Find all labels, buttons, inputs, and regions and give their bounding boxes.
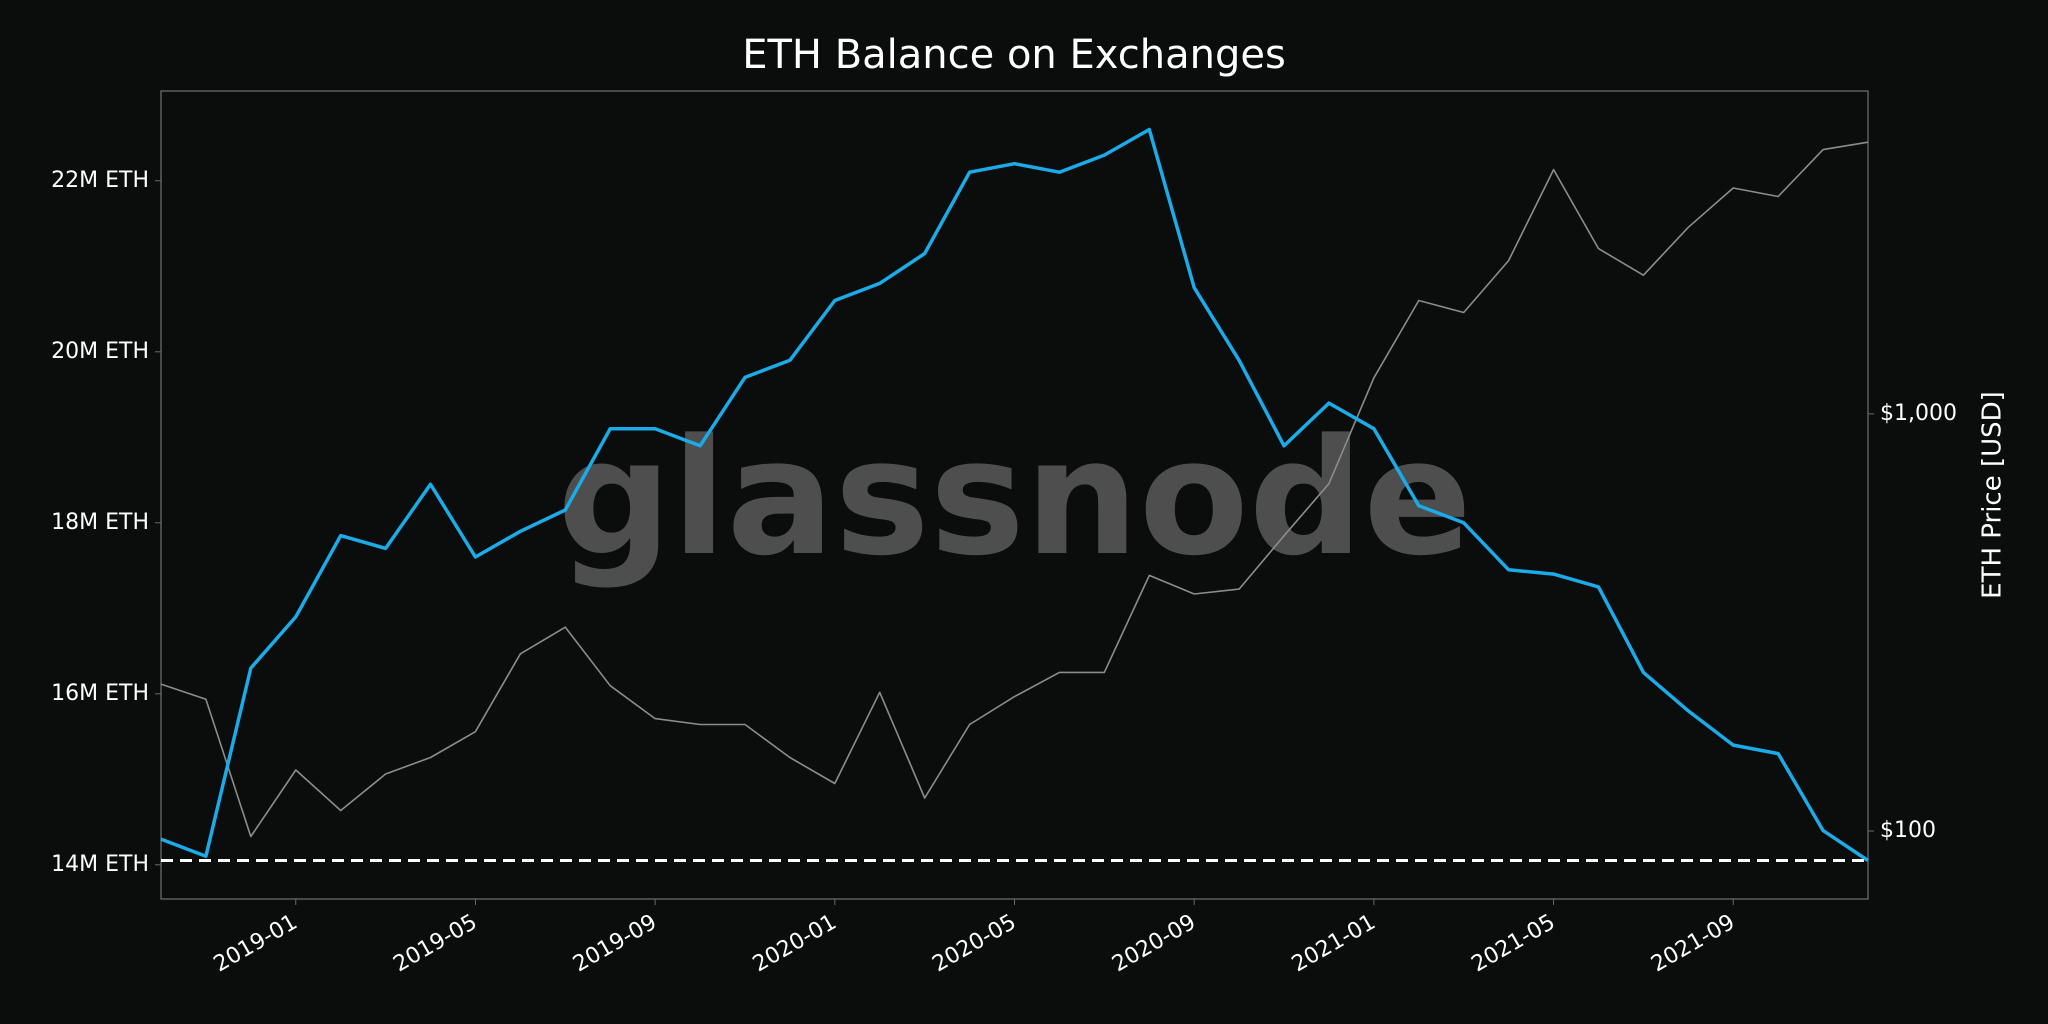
chart-title: ETH Balance on Exchanges: [742, 32, 1286, 78]
balance-line: [160, 127, 1869, 862]
y2-tick-label: $100: [1880, 818, 1936, 843]
y-tick-label: 22M ETH: [51, 168, 149, 193]
watermark: glassnode: [557, 404, 1472, 591]
y-tick-label: 18M ETH: [51, 510, 149, 535]
y-tick-label: 14M ETH: [51, 852, 149, 877]
y2-axis-label: ETH Price [USD]: [1978, 391, 2008, 599]
y-tick-label: 16M ETH: [51, 681, 149, 706]
price-line: [160, 141, 1869, 838]
y-tick-label: 20M ETH: [51, 339, 149, 364]
y2-tick-label: $1,000: [1880, 401, 1957, 426]
